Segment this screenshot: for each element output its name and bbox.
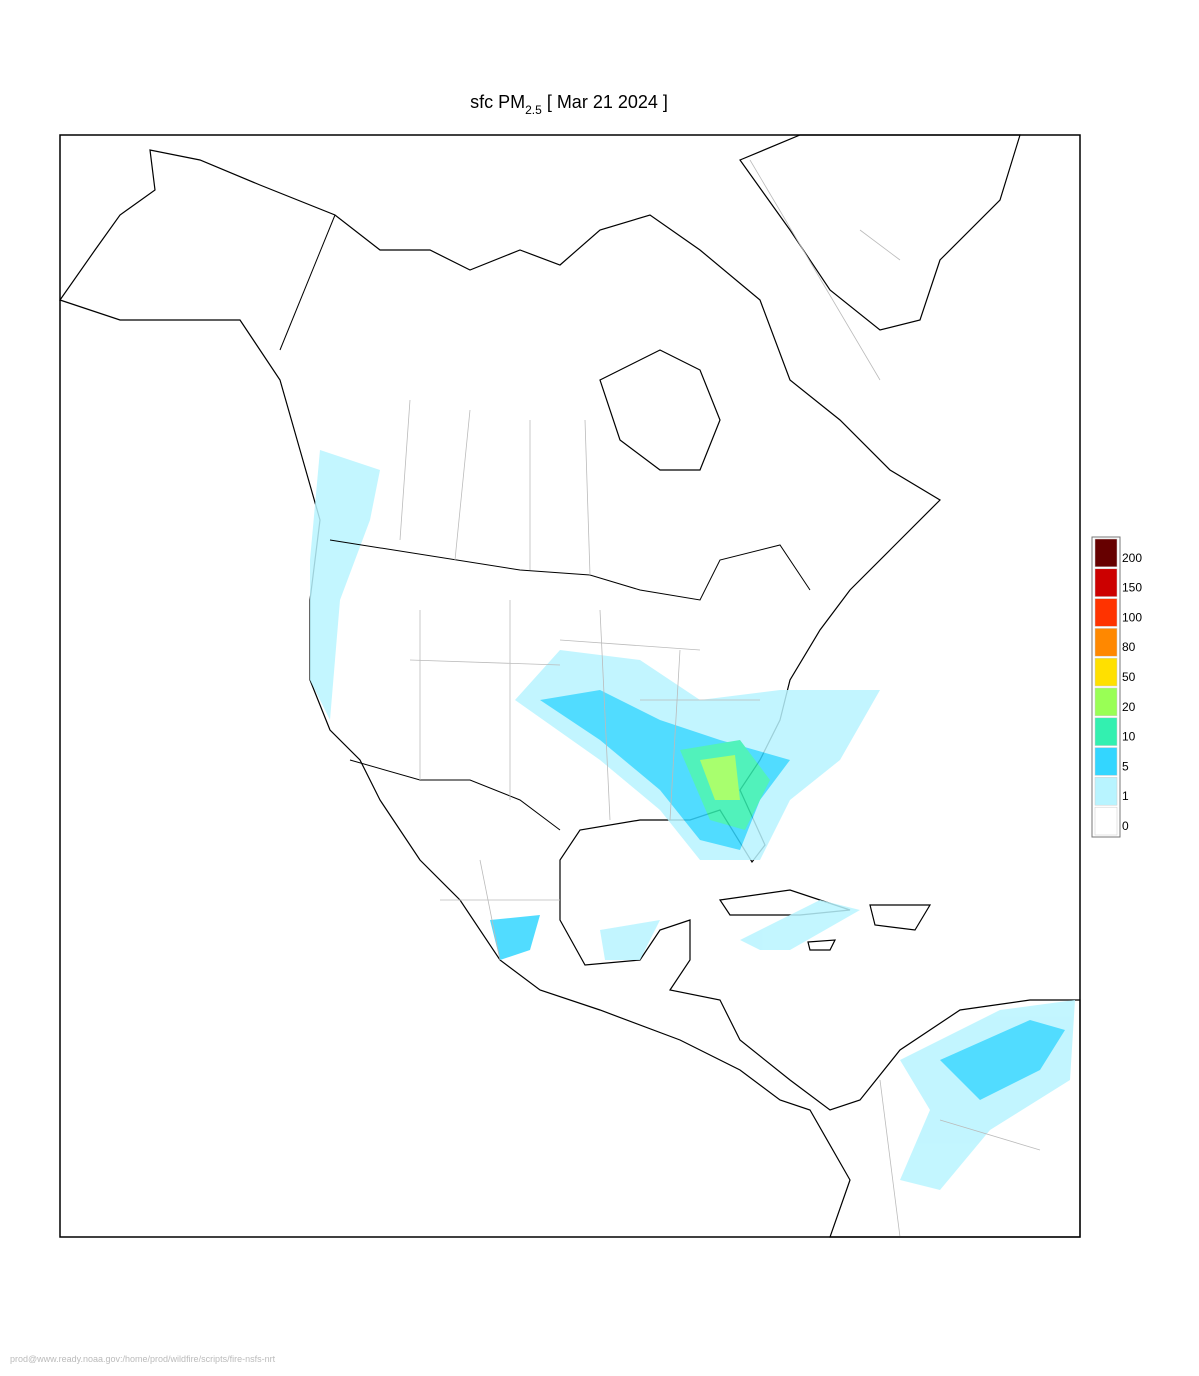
colorbar-box — [1094, 806, 1118, 836]
plume — [700, 755, 740, 800]
title: sfc PM2.5 [ Mar 21 2024 ] — [470, 92, 668, 117]
plume — [490, 915, 540, 960]
title-suffix: [ Mar 21 2024 ] — [547, 92, 668, 112]
footer: prod@www.ready.noaa.gov:/home/prod/wildf… — [10, 1354, 276, 1364]
admin-lines — [749, 159, 901, 381]
smoke-plumes — [310, 450, 1075, 1190]
plume — [740, 900, 860, 950]
plume — [600, 920, 660, 960]
title-prefix: sfc PM — [470, 92, 525, 112]
hudson-bay — [599, 349, 721, 471]
colorbar-label: 50 — [1122, 670, 1136, 684]
hispaniola — [869, 904, 932, 931]
colorbar-frame — [1091, 536, 1121, 838]
us-mexico-border — [349, 759, 561, 831]
colorbar-box — [1094, 628, 1118, 657]
plume — [940, 1020, 1065, 1100]
colorbar-label: 0 — [1122, 819, 1129, 833]
colorbar-box — [1094, 568, 1118, 597]
colorbar-box — [1094, 598, 1118, 627]
colorbar-box — [1094, 717, 1118, 746]
colorbar-box — [1094, 747, 1118, 776]
colorbar-box — [1094, 777, 1118, 806]
colorbar-label: 10 — [1122, 730, 1136, 744]
colorbar-box — [1094, 538, 1118, 568]
plume — [310, 450, 380, 720]
colorbar-label: 1 — [1122, 789, 1129, 803]
colorbar-box — [1094, 657, 1118, 687]
colorbar-label: 150 — [1122, 581, 1142, 595]
us-canada-border — [329, 539, 811, 601]
colorbar-box — [1094, 687, 1118, 717]
alaska-canada-border — [279, 214, 336, 351]
map — [59, 134, 1081, 1238]
greenland — [739, 134, 1021, 331]
colorbar-label: 200 — [1122, 551, 1142, 565]
admin-lines — [399, 399, 1041, 1238]
colorbar-label: 20 — [1122, 700, 1136, 714]
colorbar-label: 80 — [1122, 640, 1136, 654]
colorbar-label: 100 — [1122, 610, 1142, 624]
colorbar-label: 5 — [1122, 759, 1129, 773]
title-subscript: 2.5 — [525, 103, 542, 117]
map-frame — [59, 134, 1081, 1238]
jamaica — [807, 939, 837, 951]
colorbar: 0 1 5 10 20 50 80 100 150 200 — [1091, 536, 1142, 838]
